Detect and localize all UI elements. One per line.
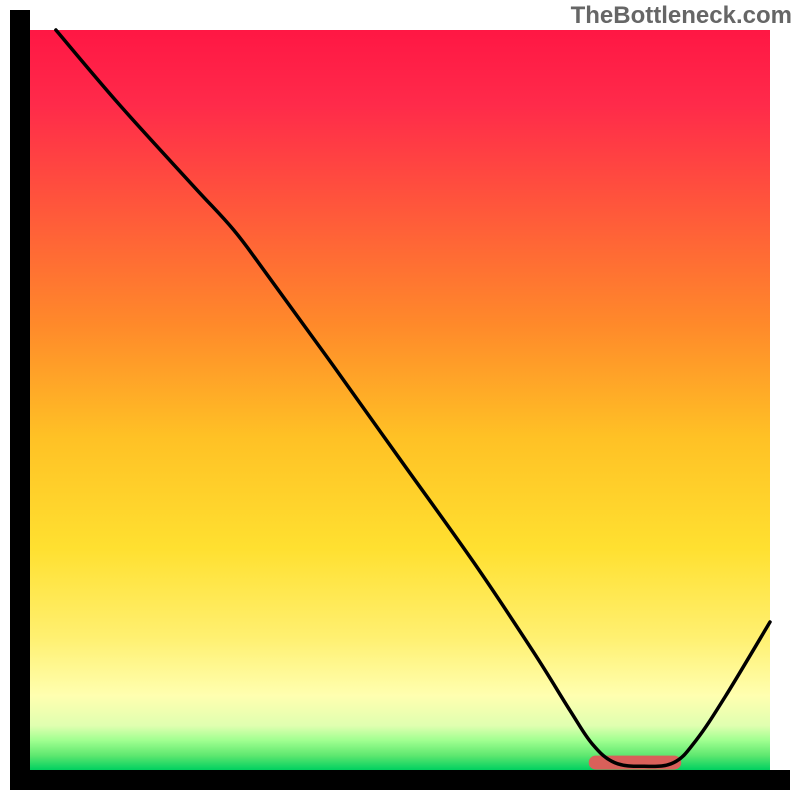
chart-container: TheBottleneck.com <box>0 0 800 800</box>
y-axis <box>10 10 30 790</box>
watermark-text: TheBottleneck.com <box>571 2 792 30</box>
x-axis <box>10 770 790 790</box>
bottleneck-chart <box>0 0 800 800</box>
gradient-background <box>30 30 770 770</box>
